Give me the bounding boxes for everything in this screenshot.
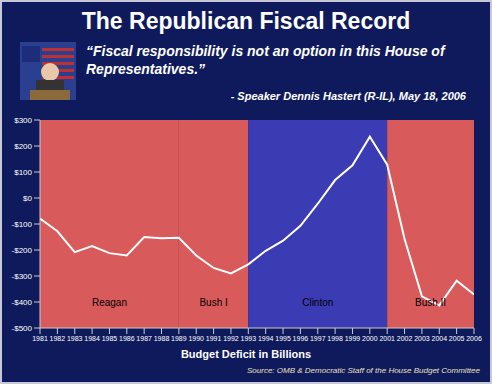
svg-text:1983: 1983: [67, 335, 83, 342]
svg-text:1981: 1981: [32, 335, 48, 342]
html-text:The Republican Fiscal Record: The Republican Fiscal Record: [81, 8, 411, 34]
svg-text:2000: 2000: [362, 335, 378, 342]
html-text:- Speaker Dennis Hastert (R-IL: - Speaker Dennis Hastert (R-IL), May 18,…: [230, 90, 466, 102]
svg-text:Reagan: Reagan: [92, 297, 127, 308]
html-text:“Fiscal responsibility is not: “Fiscal responsibility is not an option …: [86, 43, 445, 77]
svg-text:1986: 1986: [119, 335, 135, 342]
svg-text:2006: 2006: [466, 335, 482, 342]
svg-text:1982: 1982: [50, 335, 66, 342]
svg-text:1989: 1989: [171, 335, 187, 342]
svg-text:1992: 1992: [223, 335, 239, 342]
svg-text:$100: $100: [14, 168, 32, 177]
svg-text:1997: 1997: [310, 335, 326, 342]
svg-text:1996: 1996: [293, 335, 309, 342]
svg-text:1990: 1990: [188, 335, 204, 342]
svg-text:1994: 1994: [258, 335, 274, 342]
svg-text:2001: 2001: [379, 335, 395, 342]
svg-text:1987: 1987: [136, 335, 152, 342]
svg-text:1991: 1991: [206, 335, 222, 342]
svg-text:1984: 1984: [84, 335, 100, 342]
svg-text:-$200: -$200: [12, 246, 33, 255]
svg-text:2002: 2002: [397, 335, 413, 342]
html-text:Budget Deficit in Billions: Budget Deficit in Billions: [180, 348, 312, 360]
svg-text:-$500: -$500: [12, 324, 33, 333]
svg-text:1995: 1995: [275, 335, 291, 342]
svg-text:2004: 2004: [431, 335, 447, 342]
svg-text:2003: 2003: [414, 335, 430, 342]
svg-text:$300: $300: [14, 116, 32, 125]
svg-text:Clinton: Clinton: [302, 297, 333, 308]
svg-text:1988: 1988: [154, 335, 170, 342]
svg-text:1985: 1985: [102, 335, 118, 342]
html-text:Source: OMB & Democratic Staff: Source: OMB & Democratic Staff of the Ho…: [247, 366, 480, 375]
svg-text:1999: 1999: [345, 335, 361, 342]
svg-text:1998: 1998: [327, 335, 343, 342]
svg-text:-$400: -$400: [12, 298, 33, 307]
svg-text:Bush II: Bush II: [415, 297, 446, 308]
svg-text:$0: $0: [23, 194, 32, 203]
svg-text:-$100: -$100: [12, 220, 33, 229]
svg-text:2005: 2005: [449, 335, 465, 342]
svg-text:Bush I: Bush I: [199, 297, 227, 308]
svg-text:-$300: -$300: [12, 272, 33, 281]
svg-text:$200: $200: [14, 142, 32, 151]
svg-text:1993: 1993: [241, 335, 257, 342]
